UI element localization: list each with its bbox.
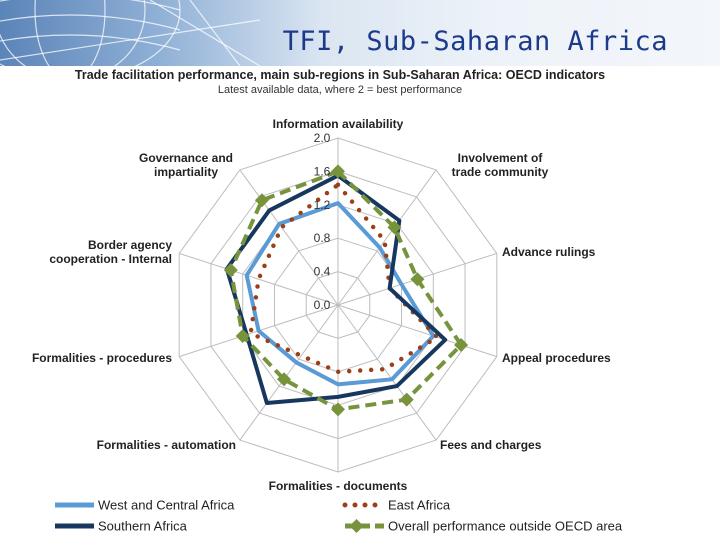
tick-label: 2.0: [314, 131, 331, 145]
series-east-africa: [248, 182, 440, 375]
series-marker: [454, 337, 469, 352]
tick-label: 1.6: [314, 164, 331, 178]
radar-axis-labels: Information availability Involvement of tr…: [32, 117, 611, 493]
tick-label: 1.2: [314, 198, 331, 212]
chart-title: Trade facilitation performance, main sub…: [74, 68, 606, 82]
radar-grid: [178, 137, 498, 473]
grid-spoke: [239, 304, 339, 441]
axis-label: Formalities - procedures: [32, 351, 172, 365]
series-southern-africa: [224, 173, 448, 405]
grid-spoke: [337, 304, 437, 441]
grid-spoke: [337, 304, 497, 358]
axis-label: Involvement of trade community: [452, 151, 549, 179]
axis-label: Appeal procedures: [502, 351, 611, 365]
globe-graphic: [0, 0, 261, 66]
series-marker: [331, 164, 345, 179]
legend: West and Central Africa East Africa Southe…: [55, 498, 623, 534]
radar-series: [223, 164, 469, 417]
series-marker: [387, 220, 402, 235]
legend-label: East Africa: [388, 498, 451, 513]
series-marker: [235, 328, 250, 343]
axis-label: Information availability: [273, 117, 404, 131]
series-marker: [331, 402, 345, 417]
tick-label: 0.0: [314, 298, 331, 312]
axis-label: Border agency cooperation - Internal: [49, 238, 172, 266]
axis-label: Governance and impartiality: [139, 151, 233, 179]
axis-label: Formalities - documents: [269, 479, 408, 493]
tick-label: 0.4: [314, 265, 331, 279]
series-marker: [223, 263, 238, 278]
header-banner: TFI, Sub-Saharan Africa: [0, 0, 720, 66]
page-title: TFI, Sub-Saharan Africa: [282, 26, 668, 57]
series-marker: [399, 392, 414, 407]
series-marker: [410, 272, 425, 287]
radar-ticks: 0.0 0.4 0.8 1.2 1.6 2.0: [314, 131, 331, 312]
grid-spoke: [179, 252, 339, 306]
series-marker: [277, 372, 292, 387]
grid-spoke: [337, 169, 437, 306]
tick-label: 0.8: [314, 231, 331, 245]
legend-label: Overall performance outside OECD area: [388, 519, 623, 534]
series-west-and-central-africa: [244, 201, 436, 387]
grid-spoke: [239, 169, 339, 306]
axis-label: Fees and charges: [440, 438, 542, 452]
chart-subtitle: Latest available data, where 2 = best pe…: [217, 84, 463, 96]
legend-label: Southern Africa: [98, 519, 188, 534]
axis-label: Advance rulings: [502, 245, 596, 259]
axis-label: Formalities - automation: [97, 438, 236, 452]
series-marker: [254, 193, 269, 208]
legend-label: West and Central Africa: [98, 498, 235, 513]
legend-marker: [349, 519, 364, 533]
